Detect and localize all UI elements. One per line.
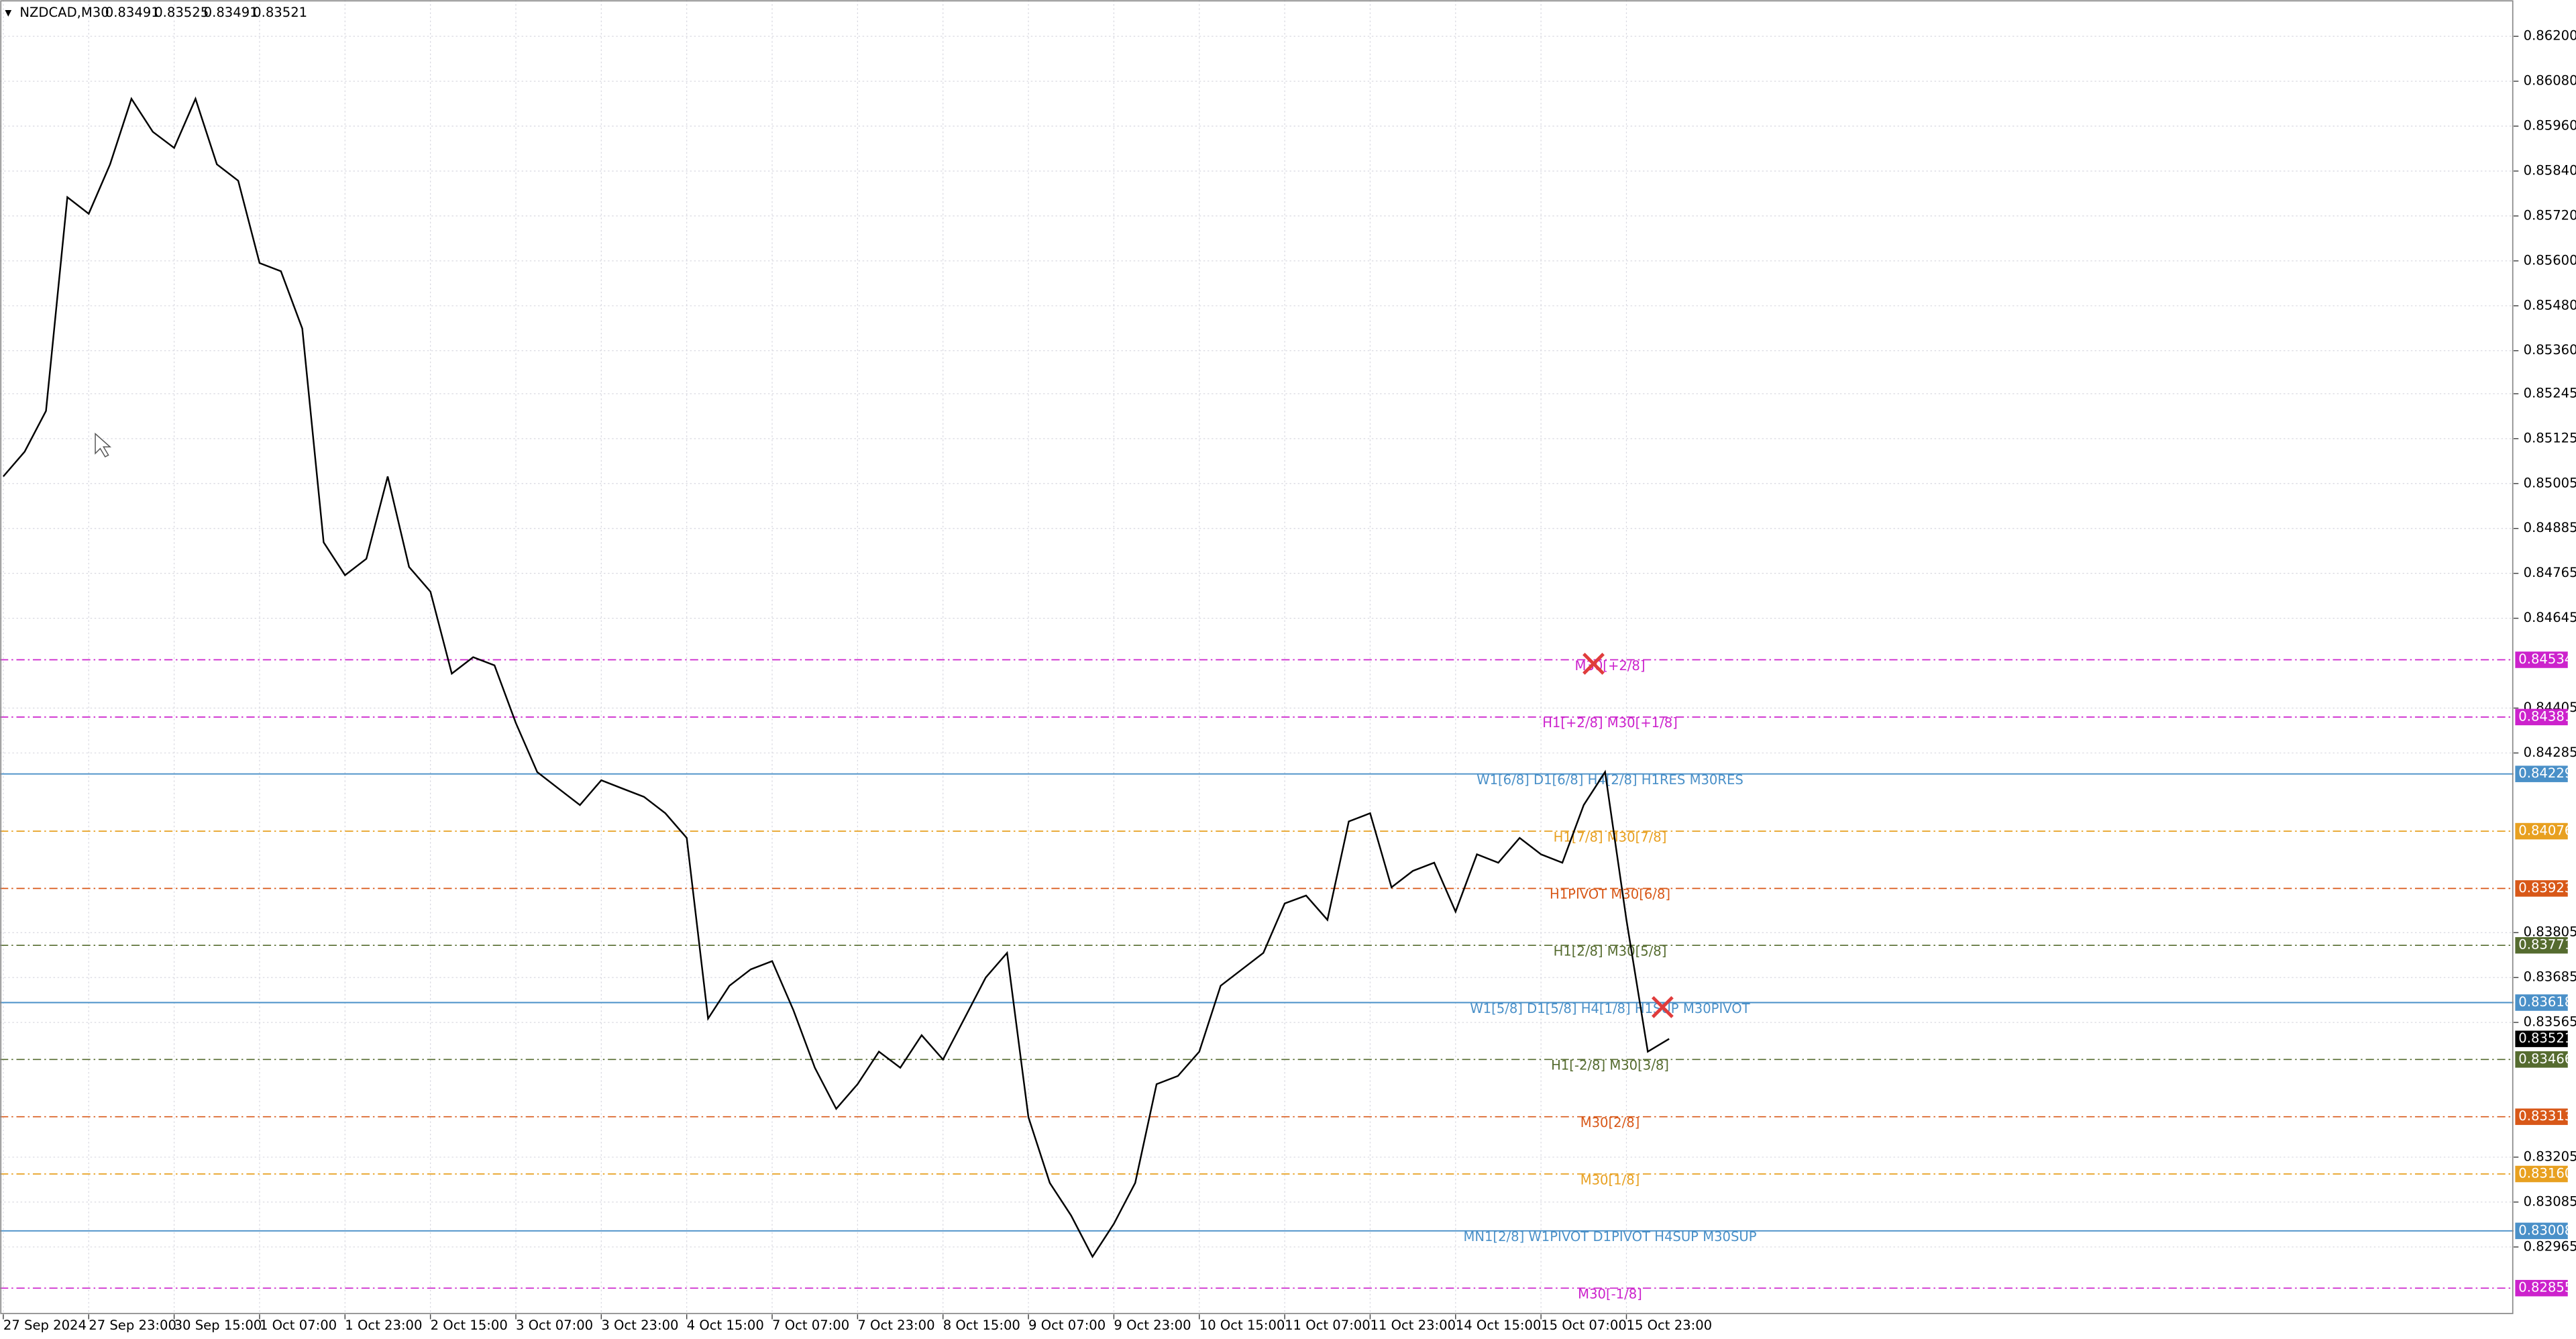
y-tick-label: 0.83805 <box>2524 924 2576 940</box>
price-tag <box>2515 765 2568 782</box>
price-tag-label: 0.83618 <box>2518 994 2573 1010</box>
level-label: H1[-2/8] M30[3/8] <box>1551 1058 1669 1073</box>
x-tick-label: 27 Sep 23:00 <box>89 1318 176 1333</box>
price-tag <box>2515 880 2568 897</box>
current-price-tag <box>2515 1030 2568 1047</box>
x-tick-label: 3 Oct 23:00 <box>601 1318 678 1333</box>
level-label: H1[7/8] M30[7/8] <box>1554 829 1667 845</box>
y-tick-label: 0.83085 <box>2524 1193 2576 1209</box>
y-tick-label: 0.83205 <box>2524 1148 2576 1164</box>
y-tick-label: 0.85840 <box>2524 162 2576 178</box>
price-tag <box>2515 936 2568 954</box>
x-tick-label: 8 Oct 15:00 <box>943 1318 1020 1333</box>
y-tick-label: 0.85720 <box>2524 207 2576 223</box>
ohlc-value: 0.83491 <box>204 5 258 20</box>
price-tag <box>2515 1051 2568 1068</box>
x-tick-label: 2 Oct 15:00 <box>431 1318 508 1333</box>
y-tick-label: 0.83565 <box>2524 1014 2576 1030</box>
level-label: MN1[2/8] W1PIVOT D1PIVOT H4SUP M30SUP <box>1463 1229 1756 1244</box>
price-tag-label: 0.83008 <box>2518 1222 2573 1238</box>
price-tag <box>2515 822 2568 840</box>
y-tick-label: 0.84765 <box>2524 565 2576 580</box>
axis: 0.86200 0.86080 0.85960 0.85840 0.85720 0.856… <box>3 28 2576 1333</box>
x-tick-label: 1 Oct 23:00 <box>345 1318 422 1333</box>
y-tick-label: 0.85360 <box>2524 342 2576 358</box>
y-tick-label: 0.85005 <box>2524 475 2576 490</box>
x-tick-label: 27 Sep 2024 <box>3 1318 87 1333</box>
price-tag <box>2515 1222 2568 1240</box>
x-tick-label: 3 Oct 07:00 <box>516 1318 593 1333</box>
price-tag-label: 0.82855 <box>2518 1280 2573 1295</box>
price-tag-label: 0.84381 <box>2518 708 2573 724</box>
levels: M30[+2/8]H1[+2/8] M30[+1/8]W1[6/8] D1[6/… <box>0 658 2514 1301</box>
x-tick-label: 15 Oct 07:00 <box>1541 1318 1627 1333</box>
plot <box>2 96 1670 1258</box>
y-tick-label: 0.86080 <box>2524 73 2576 89</box>
price-tag <box>2515 1279 2568 1297</box>
price-tag-label: 0.84534 <box>2518 651 2573 667</box>
x-tick-label: 11 Oct 23:00 <box>1370 1318 1456 1333</box>
price-tag <box>2515 994 2568 1011</box>
chart-title: NZDCAD,M30 <box>19 5 109 20</box>
grid <box>0 0 2514 1315</box>
price-tag <box>2515 1165 2568 1183</box>
x-tick-label: 7 Oct 07:00 <box>772 1318 849 1333</box>
price-tag-label: 0.83466 <box>2518 1051 2573 1067</box>
level-label: M30[2/8] <box>1580 1115 1640 1130</box>
ohlc-value: 0.83521 <box>253 5 307 20</box>
level-label: W1[6/8] D1[6/8] H4[2/8] H1RES M30RES <box>1477 772 1743 788</box>
level-label: W1[5/8] D1[5/8] H4[1/8] H1SUP M30PIVOT <box>1470 1001 1750 1016</box>
x-tick-label: 30 Sep 15:00 <box>174 1318 262 1333</box>
level-label: H1[2/8] M30[5/8] <box>1554 943 1667 959</box>
x-tick-label: 9 Oct 23:00 <box>1114 1318 1191 1333</box>
ohlc-value: 0.83525 <box>154 5 209 20</box>
y-tick-label: 0.85480 <box>2524 297 2576 313</box>
price-tag-label: 0.84076 <box>2518 823 2573 839</box>
plot-frame <box>0 0 2514 1314</box>
y-tick-label: 0.85125 <box>2524 430 2576 445</box>
current-price-label: 0.83521 <box>2518 1030 2573 1046</box>
level-label: H1[+2/8] M30[+1/8] <box>1542 715 1678 731</box>
y-tick-label: 0.83685 <box>2524 969 2576 985</box>
y-tick-label: 0.85245 <box>2524 385 2576 400</box>
level-label: M30[1/8] <box>1580 1172 1640 1187</box>
price-tag-label: 0.83313 <box>2518 1108 2573 1124</box>
y-tick-label: 0.84285 <box>2524 745 2576 760</box>
x-tick-label: 1 Oct 07:00 <box>260 1318 337 1333</box>
ohlc-value: 0.83491 <box>105 5 160 20</box>
x-tick-label: 4 Oct 15:00 <box>687 1318 764 1333</box>
y-tick-label: 0.84645 <box>2524 610 2576 625</box>
y-tick-label: 0.84885 <box>2524 520 2576 535</box>
x-tick-label: 15 Oct 23:00 <box>1626 1318 1712 1333</box>
price-tag-label: 0.83160 <box>2518 1166 2573 1181</box>
mouse-cursor <box>95 432 112 458</box>
price-tag-label: 0.83771 <box>2518 937 2573 953</box>
symbol-menu[interactable]: ▾ <box>5 5 11 20</box>
price-tag <box>2515 651 2568 668</box>
price-line <box>2 96 1670 1258</box>
x-marker <box>1651 996 1674 1018</box>
x-tick-label: 11 Oct 07:00 <box>1285 1318 1371 1333</box>
price-tag-label: 0.84229 <box>2518 765 2573 781</box>
y-tick-label: 0.85600 <box>2524 252 2576 268</box>
x-tick-label: 10 Oct 15:00 <box>1199 1318 1285 1333</box>
x-tick-label: 14 Oct 15:00 <box>1456 1318 1542 1333</box>
y-tick-label: 0.82965 <box>2524 1238 2576 1254</box>
y-tick-label: 0.85960 <box>2524 118 2576 133</box>
level-label: H1PIVOT M30[6/8] <box>1550 887 1670 902</box>
price-tag-label: 0.83923 <box>2518 880 2573 896</box>
x-tick-label: 9 Oct 07:00 <box>1028 1318 1106 1333</box>
price-tag <box>2515 1108 2568 1125</box>
x-tick-label: 7 Oct 23:00 <box>857 1318 934 1333</box>
x-marker <box>1582 653 1605 675</box>
price-tag <box>2515 708 2568 726</box>
level-label: M30[-1/8] <box>1578 1286 1642 1301</box>
y-tick-label: 0.86200 <box>2524 28 2576 44</box>
